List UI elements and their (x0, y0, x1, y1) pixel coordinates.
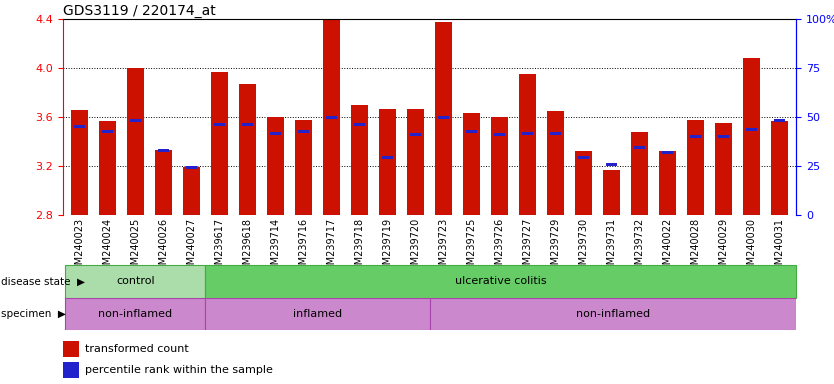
Bar (270, 131, 281, 134)
Bar (130, 119, 141, 122)
Text: control: control (116, 276, 154, 286)
Bar (547, 111, 564, 215)
Bar (463, 113, 480, 215)
Bar (63, 362, 79, 378)
Bar (494, 133, 505, 136)
Bar (690, 135, 701, 138)
Text: ulcerative colitis: ulcerative colitis (455, 276, 547, 286)
Text: disease state  ▶: disease state ▶ (1, 276, 85, 286)
Text: non-inflamed: non-inflamed (98, 309, 173, 319)
Bar (298, 130, 309, 133)
Bar (438, 116, 450, 119)
Bar (205, 265, 796, 298)
Bar (127, 68, 143, 215)
Bar (491, 117, 508, 215)
Bar (522, 131, 533, 134)
Bar (687, 119, 704, 215)
Bar (771, 121, 788, 215)
Bar (63, 341, 79, 357)
Bar (351, 105, 368, 215)
Bar (323, 13, 340, 215)
Bar (550, 131, 561, 134)
Bar (743, 58, 760, 215)
Bar (575, 151, 592, 215)
Bar (634, 146, 646, 149)
Bar (214, 123, 225, 126)
Bar (205, 298, 430, 330)
Bar (242, 123, 253, 126)
Bar (183, 167, 200, 215)
Bar (382, 156, 393, 159)
Bar (662, 151, 673, 154)
Bar (267, 117, 284, 215)
Bar (65, 265, 205, 298)
Bar (631, 132, 648, 215)
Bar (746, 128, 757, 131)
Bar (158, 149, 169, 152)
Bar (578, 156, 589, 159)
Bar (295, 119, 312, 215)
Bar (379, 109, 396, 215)
Bar (435, 22, 452, 215)
Bar (430, 298, 796, 330)
Bar (73, 126, 85, 128)
Bar (466, 130, 477, 133)
Bar (239, 84, 256, 215)
Bar (603, 170, 620, 215)
Bar (155, 150, 172, 215)
Bar (774, 119, 786, 122)
Bar (407, 109, 424, 215)
Bar (99, 121, 116, 215)
Bar (71, 110, 88, 215)
Bar (102, 130, 113, 133)
Bar (409, 133, 421, 136)
Bar (211, 72, 228, 215)
Bar (65, 298, 205, 330)
Bar (718, 135, 729, 138)
Text: GDS3119 / 220174_at: GDS3119 / 220174_at (63, 4, 215, 18)
Bar (186, 166, 197, 169)
Text: inflamed: inflamed (293, 309, 342, 319)
Bar (519, 74, 536, 215)
Bar (326, 116, 337, 119)
Text: specimen  ▶: specimen ▶ (1, 309, 66, 319)
Text: percentile rank within the sample: percentile rank within the sample (85, 365, 274, 375)
Bar (716, 123, 732, 215)
Text: transformed count: transformed count (85, 344, 189, 354)
Bar (606, 163, 617, 166)
Bar (659, 151, 676, 215)
Bar (354, 123, 365, 126)
Text: non-inflamed: non-inflamed (576, 309, 650, 319)
